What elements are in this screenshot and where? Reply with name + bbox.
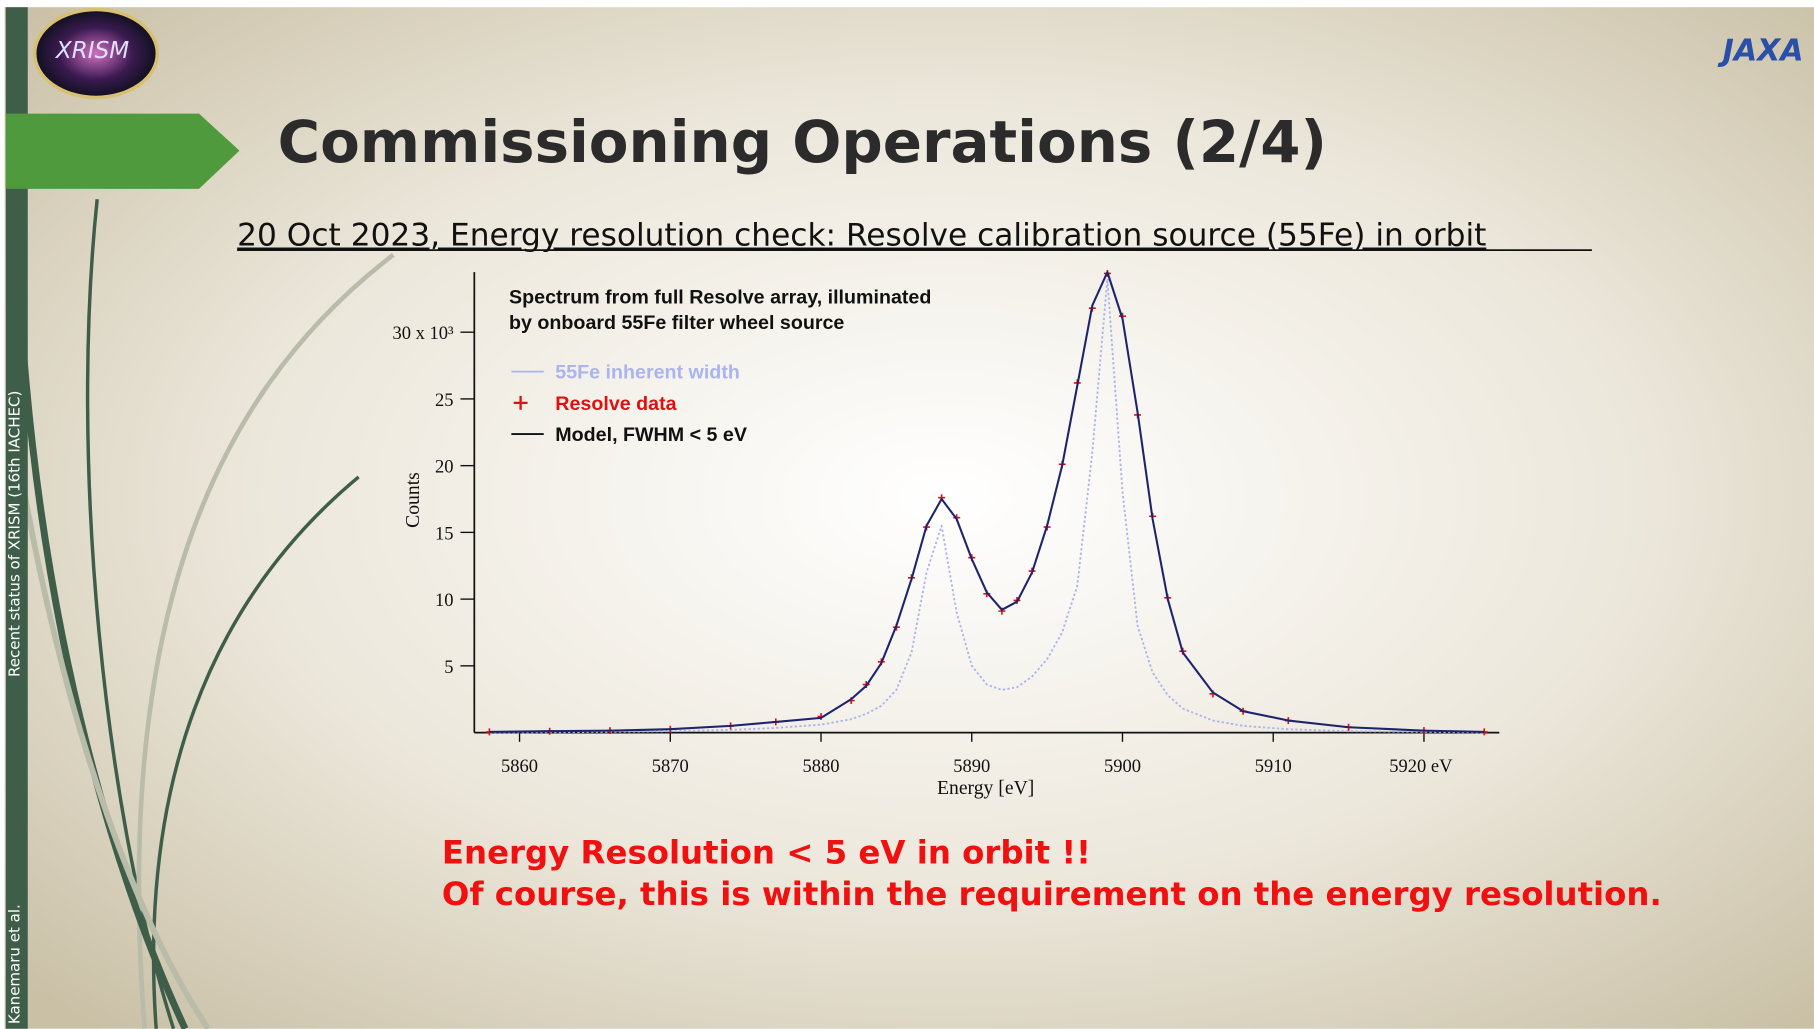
x-tick-label: 5870: [652, 757, 689, 777]
note: Of course, this is within the requiremen…: [442, 875, 1662, 913]
logo-text: XRISM: [55, 38, 129, 64]
sidebar-text: Recent status of XRISM (16th IACHEC): [6, 391, 24, 677]
series-line: [489, 271, 1485, 733]
x-tick-label: 5880: [803, 757, 840, 777]
author-text: Kanemaru et al.: [6, 904, 24, 1024]
decor: [19, 199, 395, 1029]
x-axis-label: Energy [eV]: [937, 777, 1034, 799]
legend-label: Model, FWHM < 5 eV: [555, 424, 747, 446]
x-tick-label: 5910: [1255, 757, 1292, 777]
y-axis-label: Counts: [402, 472, 424, 528]
background: [4, 7, 1814, 1029]
x-tick-label: 5900: [1104, 757, 1141, 777]
y-tick-label: 20: [435, 458, 454, 478]
legend-label: 55Fe inherent width: [555, 362, 740, 384]
y-tick-label: 30 x 10³: [392, 324, 454, 344]
series-line: [489, 277, 1485, 734]
y-tick-label: 5: [444, 658, 453, 678]
note: Energy Resolution < 5 eV in orbit !!: [442, 833, 1091, 871]
y-tick-label: 25: [435, 391, 454, 411]
y-tick-label: 15: [435, 524, 454, 544]
y-tick-label: 10: [435, 591, 454, 611]
xrism-logo: [32, 7, 160, 100]
chart-title: Spectrum from full Resolve array, illumi…: [509, 286, 931, 308]
jaxa-logo: JAXA: [1718, 33, 1804, 68]
legend-label: Resolve data: [555, 393, 677, 415]
title-arrow: [5, 113, 240, 189]
slide-subtitle: 20 Oct 2023, Energy resolution check: Re…: [237, 218, 1486, 254]
slide-title: Commissioning Operations (2/4): [278, 108, 1327, 176]
x-tick-label: 5920 eV: [1389, 757, 1453, 777]
x-tick-label: 5890: [953, 757, 990, 777]
x-tick-label: 5860: [501, 757, 538, 777]
sidebar: [5, 7, 28, 1029]
legend-swatch: [513, 395, 528, 410]
chart-title: by onboard 55Fe filter wheel source: [509, 312, 844, 334]
